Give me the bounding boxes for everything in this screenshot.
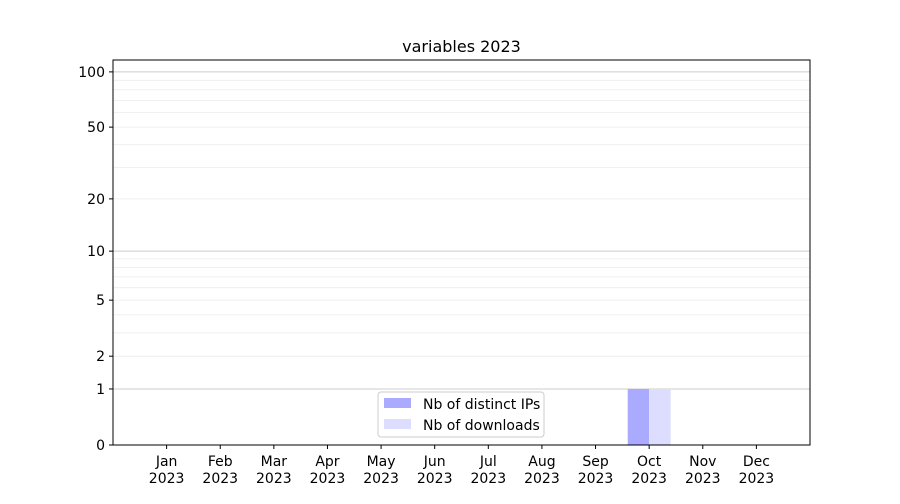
x-tick-label: Dec 2023	[739, 454, 775, 487]
x-tick-label: Jun 2023	[417, 454, 453, 487]
x-tick-label: Apr 2023	[310, 454, 346, 487]
x-tick-label: Sep 2023	[578, 454, 614, 487]
y-tick-label: 1	[96, 382, 105, 398]
legend-frame	[377, 391, 545, 438]
x-tick-label: Nov 2023	[685, 454, 721, 487]
y-tick-label: 10	[87, 244, 105, 260]
x-tick-label: Oct 2023	[631, 454, 667, 487]
bar-downloads	[649, 388, 671, 445]
legend-swatch-downloads	[384, 419, 411, 429]
x-tick-label: Aug 2023	[524, 454, 560, 487]
x-tick-label: Feb 2023	[202, 454, 238, 487]
x-tick-label: Jul 2023	[470, 454, 506, 487]
grid	[113, 71, 810, 390]
x-tick-label: May 2023	[363, 454, 399, 487]
y-tick-label: 20	[87, 192, 105, 208]
y-tick-label: 50	[87, 120, 105, 136]
y-tick-label: 0	[96, 438, 105, 454]
y-axis: 0 1 2 5 10 20 50 100	[78, 65, 113, 454]
bars	[627, 388, 671, 445]
x-tick-label: Mar 2023	[256, 454, 292, 487]
plot-frame	[112, 59, 811, 446]
y-tick-label: 5	[96, 293, 105, 309]
chart-title: variables 2023	[402, 37, 521, 56]
y-tick-label: 100	[78, 65, 105, 81]
legend: Nb of distinct IPs Nb of downloads	[377, 391, 545, 438]
x-tick-label: Jan 2023	[149, 454, 185, 487]
x-axis: Jan 2023 Feb 2023 Mar 2023 Apr 2023 May 2023 Jun 20…	[149, 445, 774, 487]
y-tick-label: 2	[96, 349, 105, 365]
legend-label-downloads: Nb of downloads	[423, 418, 540, 434]
bar-distinct-ips	[627, 388, 650, 445]
legend-swatch-ips	[384, 398, 411, 408]
legend-label-ips: Nb of distinct IPs	[423, 397, 540, 413]
